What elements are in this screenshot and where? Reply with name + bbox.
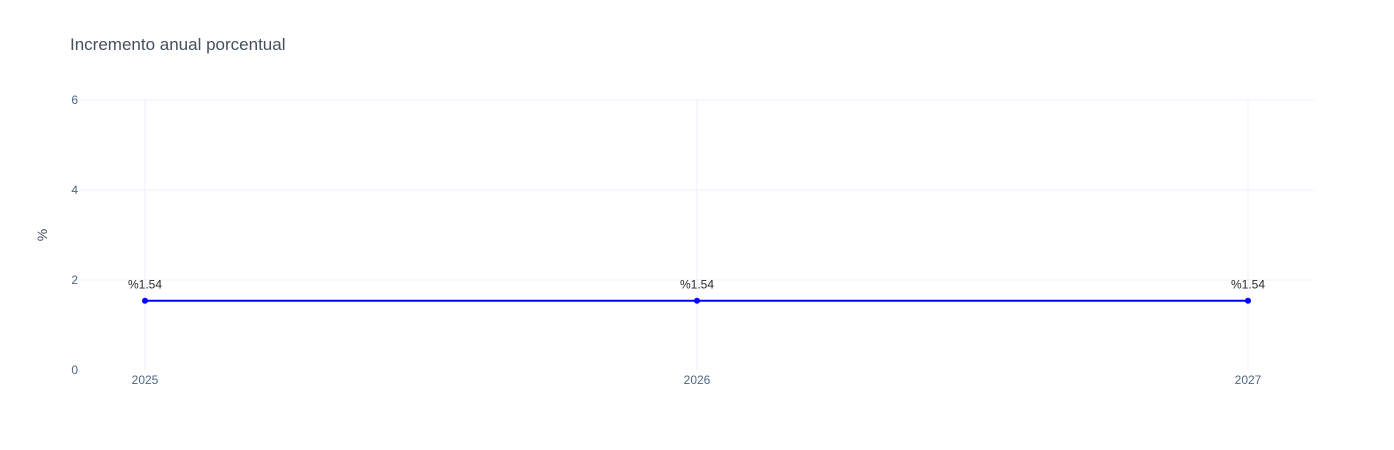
grid-lines — [70, 99, 1314, 370]
data-label: %1.54 — [1231, 278, 1265, 292]
y-tick-label: 6 — [71, 93, 78, 107]
data-point — [142, 297, 148, 304]
data-label: %1.54 — [680, 278, 714, 292]
axis-ticks: 0 2 4 6 2025 2026 2027 — [71, 93, 1261, 387]
data-label: %1.54 — [128, 278, 162, 292]
x-tick-label: 2025 — [132, 373, 159, 387]
y-tick-label: 0 — [71, 363, 78, 377]
series-group: %1.54 %1.54 %1.54 — [128, 278, 1265, 304]
y-tick-label: 4 — [71, 183, 78, 197]
data-point — [1245, 297, 1251, 304]
y-axis-label: % — [34, 229, 50, 241]
y-tick-label: 2 — [71, 273, 78, 287]
data-point — [694, 297, 700, 304]
x-tick-label: 2027 — [1235, 373, 1262, 387]
chart-title: Incremento anual porcentual — [70, 35, 285, 54]
x-tick-label: 2026 — [684, 373, 711, 387]
